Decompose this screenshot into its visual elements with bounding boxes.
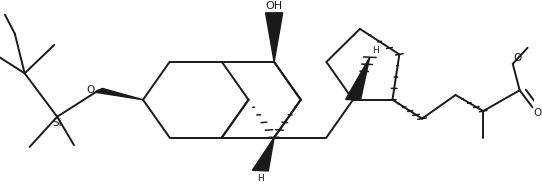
Text: H: H xyxy=(372,47,379,56)
Text: O: O xyxy=(533,108,542,118)
Text: H: H xyxy=(257,174,264,183)
Text: O: O xyxy=(86,85,94,95)
Text: OH: OH xyxy=(266,1,283,11)
Polygon shape xyxy=(253,137,274,171)
Polygon shape xyxy=(266,13,283,62)
Text: O: O xyxy=(514,53,522,63)
Polygon shape xyxy=(346,57,370,100)
Polygon shape xyxy=(95,88,143,100)
Text: Si: Si xyxy=(53,118,62,128)
